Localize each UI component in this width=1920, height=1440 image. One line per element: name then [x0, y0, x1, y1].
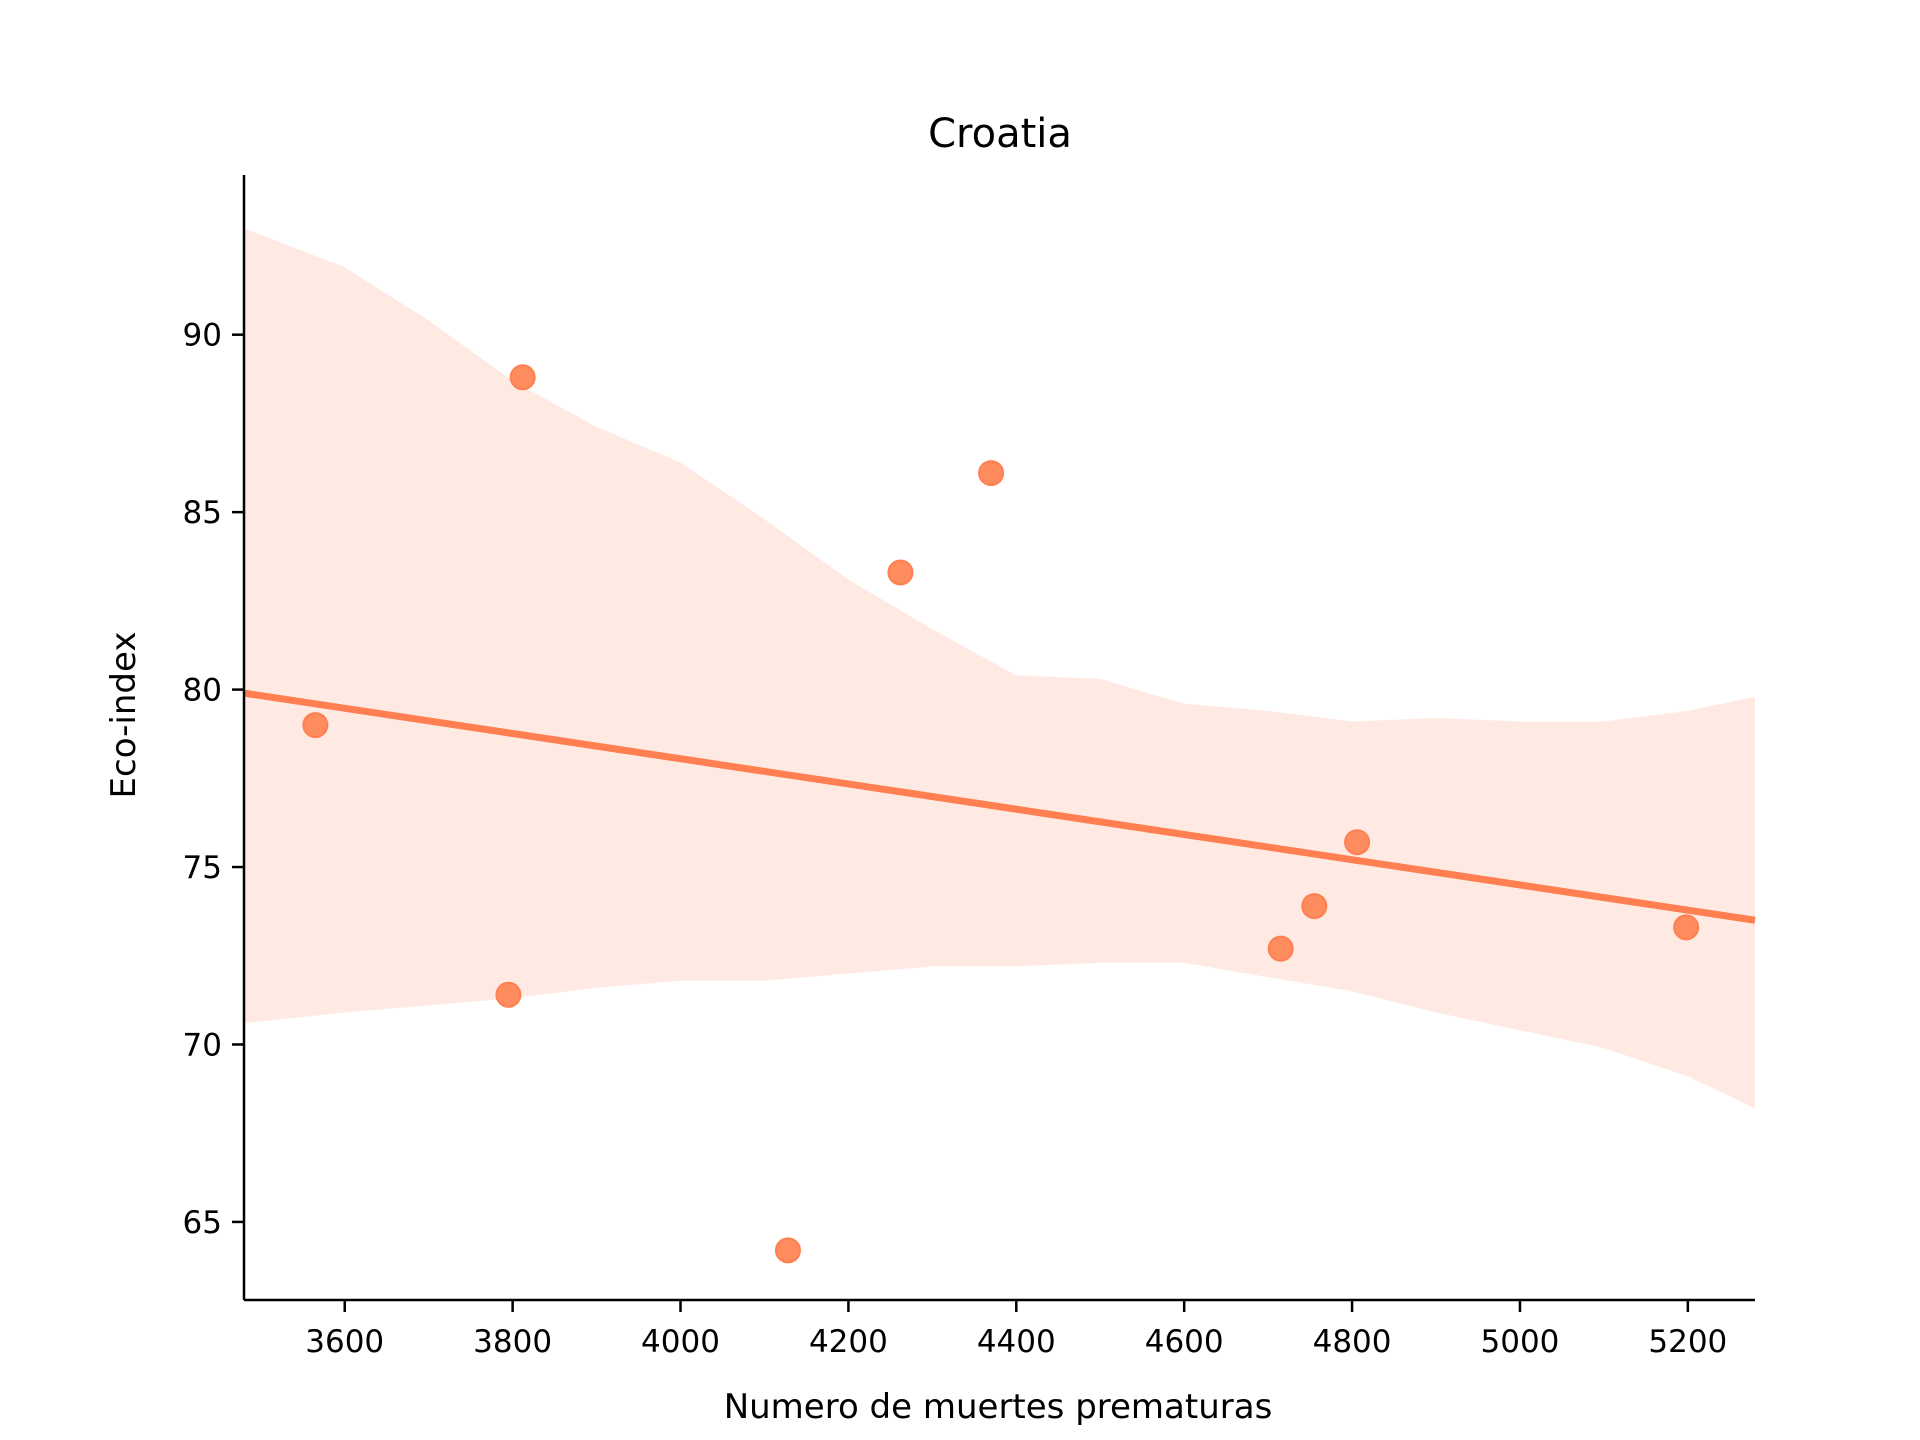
data-point — [1267, 935, 1294, 962]
x-tick-label: 4000 — [641, 1324, 720, 1360]
x-tick-label: 4400 — [977, 1324, 1056, 1360]
y-tick-label: 90 — [183, 318, 222, 354]
x-axis-label: Numero de muertes prematuras — [724, 1387, 1273, 1427]
data-point — [978, 460, 1005, 487]
x-axis-ticks: 3600 3800 4000 4200 4400 4600 4800 5000 5200 — [305, 1300, 1727, 1360]
data-point — [774, 1237, 801, 1264]
y-tick-label: 80 — [183, 673, 222, 709]
x-tick-label: 4200 — [809, 1324, 888, 1360]
data-point — [302, 712, 329, 739]
scatter-points — [302, 364, 1700, 1264]
y-tick-label: 65 — [183, 1205, 222, 1241]
data-point — [887, 559, 914, 586]
x-tick-label: 5200 — [1648, 1324, 1727, 1360]
chart-title: Croatia — [928, 111, 1072, 157]
y-axis-ticks: 65 70 75 80 85 90 — [183, 318, 244, 1241]
y-tick-label: 75 — [183, 850, 222, 886]
regression-line — [243, 689, 1756, 924]
x-tick-label: 3600 — [305, 1324, 384, 1360]
data-point — [1344, 829, 1371, 856]
x-tick-label: 4600 — [1145, 1324, 1224, 1360]
y-tick-label: 85 — [183, 495, 222, 531]
x-tick-label: 4800 — [1313, 1324, 1392, 1360]
x-tick-label: 5000 — [1481, 1324, 1560, 1360]
y-tick-label: 70 — [183, 1027, 222, 1063]
data-point — [509, 364, 536, 391]
x-tick-label: 3800 — [473, 1324, 552, 1360]
data-point — [495, 981, 522, 1008]
data-point — [1301, 893, 1328, 920]
data-point — [1673, 914, 1700, 941]
confidence-band — [244, 228, 1755, 1109]
y-axis-label: Eco-index — [104, 632, 144, 799]
